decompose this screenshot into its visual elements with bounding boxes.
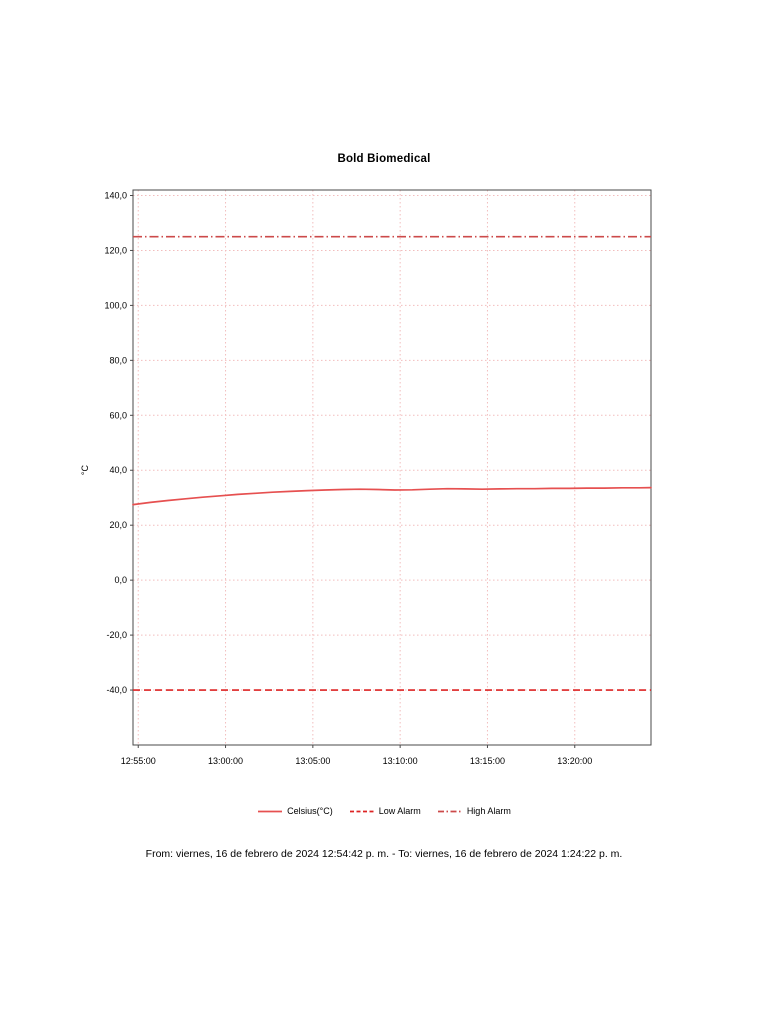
- temperature-chart: 140,0 120,0 100,0 80,0 60,0 40,0 20,0 0,0 -20,0 -…: [80, 189, 652, 766]
- x-tick-label: 13:00:00: [208, 756, 243, 766]
- x-tick-label: 13:10:00: [383, 756, 418, 766]
- legend-label: High Alarm: [466, 806, 511, 816]
- legend-swatch-solid-line-icon: [258, 810, 283, 812]
- temperature-series-line: [132, 486, 652, 506]
- legend-item: Celsius(°C): [257, 806, 333, 816]
- chart-title: Bold Biomedical: [337, 153, 431, 165]
- legend-swatch-dashed-line-icon: [349, 810, 374, 812]
- chart-legend: Celsius(°C) Low Alarm High Alarm: [0, 806, 768, 816]
- y-tick-label: 20,0: [109, 520, 127, 530]
- legend-label: Low Alarm: [378, 806, 421, 816]
- x-tick-label: 12:55:00: [121, 756, 156, 766]
- legend-swatch-dashdot-line-icon: [437, 810, 462, 812]
- legend-label: Celsius(°C): [287, 806, 333, 816]
- x-tick-label: 13:15:00: [470, 756, 505, 766]
- y-tick-label: 140,0: [104, 190, 127, 200]
- x-tick-label: 13:05:00: [295, 756, 330, 766]
- y-tick-label: 100,0: [104, 300, 127, 310]
- y-tick-label: 40,0: [109, 465, 127, 475]
- y-tick-label: 120,0: [104, 245, 127, 255]
- plot-border: [132, 189, 652, 746]
- date-range-text: From: viernes, 16 de febrero de 2024 12:…: [145, 848, 623, 860]
- legend-item: Low Alarm: [349, 806, 421, 816]
- y-tick-label: -20,0: [106, 630, 127, 640]
- legend-item: High Alarm: [437, 806, 511, 816]
- y-tick-label: 0,0: [114, 575, 127, 585]
- y-tick-label: 80,0: [109, 355, 127, 365]
- y-axis-title: °C: [80, 464, 90, 475]
- y-tick-label: 60,0: [109, 410, 127, 420]
- y-tick-label: -40,0: [106, 685, 127, 695]
- x-tick-label: 13:20:00: [557, 756, 592, 766]
